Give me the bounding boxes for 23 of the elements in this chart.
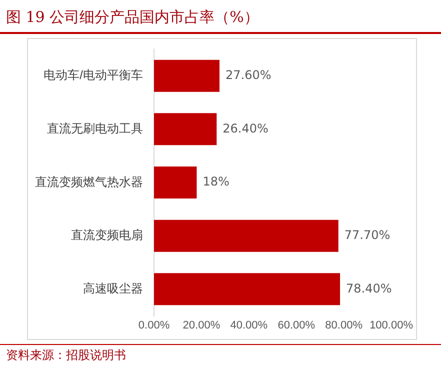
data-label: 78.40%: [346, 281, 392, 296]
x-tick-label: 60.00%: [278, 319, 316, 332]
bar: [154, 60, 220, 92]
x-tick-label: 0.00%: [138, 319, 170, 332]
x-tick-label: 40.00%: [230, 319, 268, 332]
data-label: 77.70%: [344, 228, 390, 242]
bar: [154, 113, 217, 146]
y-tick-label: 直流变频电扇: [71, 228, 143, 242]
chart-title: 图 19 公司细分产品国内市占率（%）: [6, 8, 259, 27]
x-tick-label: 80.00%: [325, 319, 363, 332]
y-tick-label: 直流无刷电动工具: [47, 121, 143, 136]
data-label: 26.40%: [222, 121, 268, 136]
y-tick-label: 直流变频燃气热水器: [35, 174, 143, 189]
x-tick-label: 20.00%: [182, 319, 220, 332]
data-label: 18%: [202, 174, 230, 189]
bar: [154, 166, 197, 198]
y-tick-label: 高速吸尘器: [83, 281, 143, 296]
y-tick-label: 电动车/电动平衡车: [44, 68, 143, 82]
x-tick-label: 100.00%: [370, 319, 414, 332]
bar: [154, 273, 340, 306]
data-label: 27.60%: [225, 68, 272, 82]
text: 资料来源：招股说明书: [6, 347, 126, 364]
bar: [154, 220, 338, 252]
